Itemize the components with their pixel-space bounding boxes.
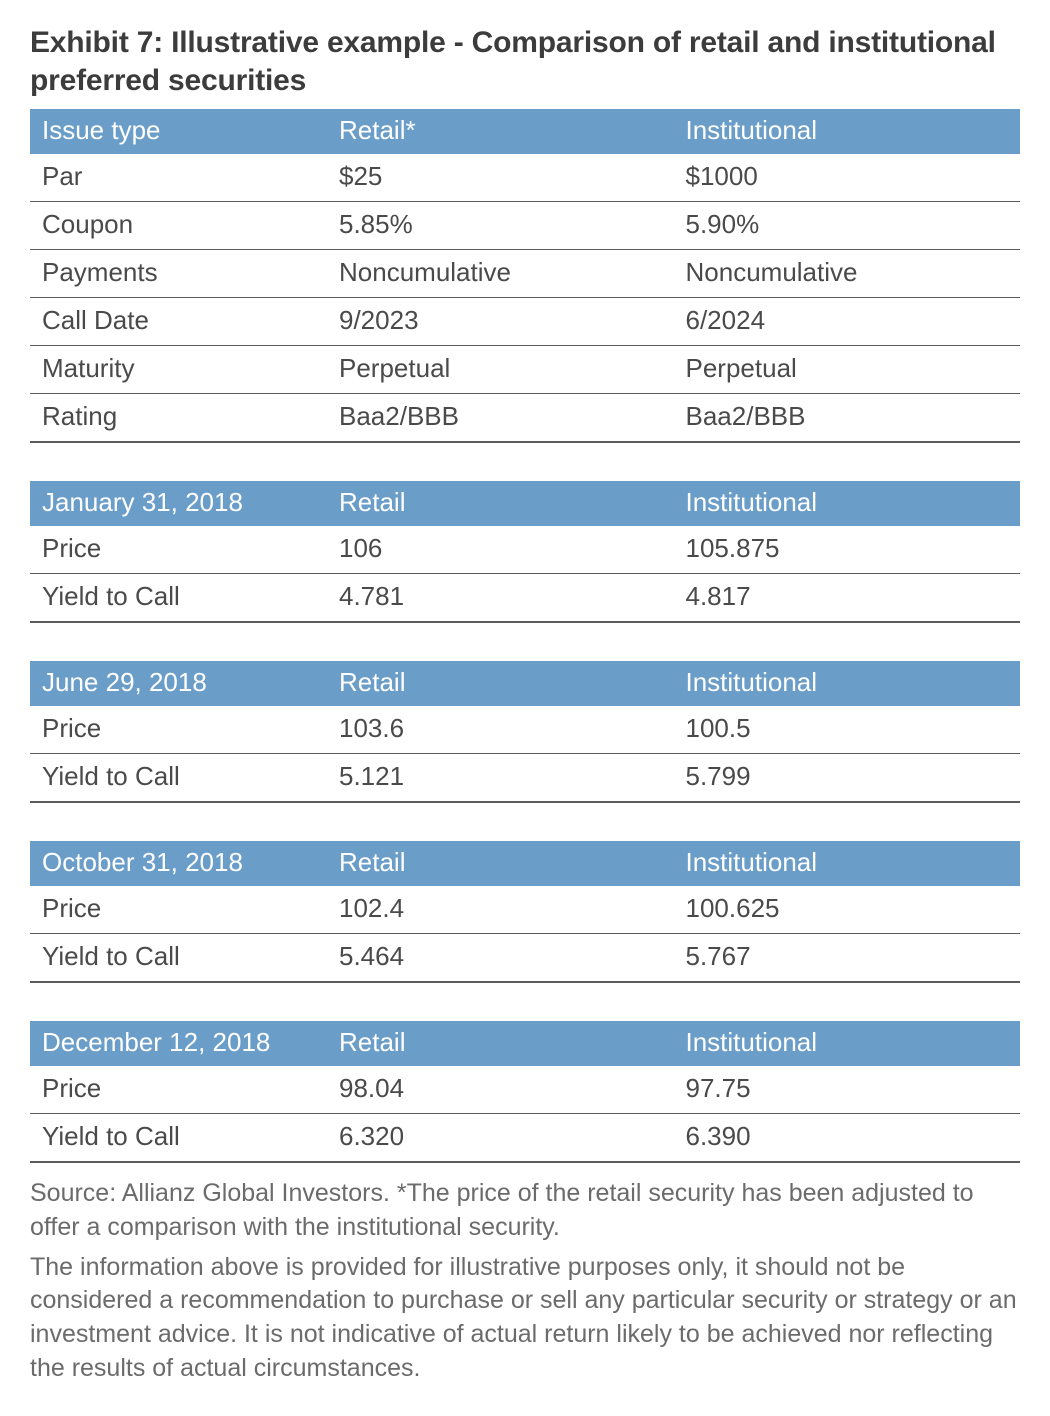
footnote-disclaimer: The information above is provided for il… <box>30 1251 1020 1386</box>
cell-value: $25 <box>327 154 674 202</box>
row-label: Price <box>30 706 327 754</box>
table-row: Price98.0497.75 <box>30 1066 1020 1114</box>
cell-value: 5.464 <box>327 934 674 983</box>
table-row: Price106105.875 <box>30 526 1020 574</box>
cell-value: 100.5 <box>674 706 1021 754</box>
cell-value: 102.4 <box>327 886 674 934</box>
column-header: Institutional <box>674 661 1021 706</box>
table-row: Yield to Call5.4645.767 <box>30 934 1020 983</box>
row-label: Coupon <box>30 202 327 250</box>
cell-value: 98.04 <box>327 1066 674 1114</box>
row-label: Price <box>30 886 327 934</box>
row-label: Call Date <box>30 298 327 346</box>
comparison-table: June 29, 2018RetailInstitutionalPrice103… <box>30 661 1020 803</box>
table-row: Yield to Call5.1215.799 <box>30 754 1020 803</box>
row-label: Par <box>30 154 327 202</box>
cell-value: 103.6 <box>327 706 674 754</box>
table-row: Price103.6100.5 <box>30 706 1020 754</box>
row-label: Price <box>30 526 327 574</box>
cell-value: 6/2024 <box>674 298 1021 346</box>
row-label: Rating <box>30 394 327 443</box>
cell-value: Noncumulative <box>674 250 1021 298</box>
table-row: Price102.4100.625 <box>30 886 1020 934</box>
cell-value: 5.767 <box>674 934 1021 983</box>
cell-value: Baa2/BBB <box>327 394 674 443</box>
table-header-row: Issue typeRetail*Institutional <box>30 109 1020 154</box>
cell-value: 5.90% <box>674 202 1021 250</box>
cell-value: 5.799 <box>674 754 1021 803</box>
cell-value: 106 <box>327 526 674 574</box>
cell-value: 6.320 <box>327 1114 674 1163</box>
table-row: RatingBaa2/BBBBaa2/BBB <box>30 394 1020 443</box>
comparison-table: January 31, 2018RetailInstitutionalPrice… <box>30 481 1020 623</box>
column-header: Retail <box>327 661 674 706</box>
cell-value: Perpetual <box>327 346 674 394</box>
column-header: Issue type <box>30 109 327 154</box>
cell-value: 6.390 <box>674 1114 1021 1163</box>
comparison-table: October 31, 2018RetailInstitutionalPrice… <box>30 841 1020 983</box>
cell-value: 105.875 <box>674 526 1021 574</box>
column-header: Institutional <box>674 481 1021 526</box>
column-header: Retail <box>327 841 674 886</box>
cell-value: Baa2/BBB <box>674 394 1021 443</box>
row-label: Yield to Call <box>30 1114 327 1163</box>
table-row: MaturityPerpetualPerpetual <box>30 346 1020 394</box>
cell-value: 9/2023 <box>327 298 674 346</box>
column-header: January 31, 2018 <box>30 481 327 526</box>
comparison-table: Issue typeRetail*InstitutionalPar$25$100… <box>30 109 1020 443</box>
cell-value: 5.121 <box>327 754 674 803</box>
column-header: Institutional <box>674 109 1021 154</box>
table-row: Coupon5.85%5.90% <box>30 202 1020 250</box>
cell-value: $1000 <box>674 154 1021 202</box>
row-label: Yield to Call <box>30 934 327 983</box>
column-header: June 29, 2018 <box>30 661 327 706</box>
cell-value: 97.75 <box>674 1066 1021 1114</box>
cell-value: 4.817 <box>674 574 1021 623</box>
table-header-row: October 31, 2018RetailInstitutional <box>30 841 1020 886</box>
row-label: Yield to Call <box>30 574 327 623</box>
table-header-row: December 12, 2018RetailInstitutional <box>30 1021 1020 1066</box>
column-header: October 31, 2018 <box>30 841 327 886</box>
row-label: Yield to Call <box>30 754 327 803</box>
table-row: Call Date9/20236/2024 <box>30 298 1020 346</box>
column-header: Retail* <box>327 109 674 154</box>
cell-value: 4.781 <box>327 574 674 623</box>
table-row: PaymentsNoncumulativeNoncumulative <box>30 250 1020 298</box>
column-header: Institutional <box>674 1021 1021 1066</box>
column-header: Institutional <box>674 841 1021 886</box>
cell-value: 100.625 <box>674 886 1021 934</box>
cell-value: Noncumulative <box>327 250 674 298</box>
table-header-row: June 29, 2018RetailInstitutional <box>30 661 1020 706</box>
tables-container: Issue typeRetail*InstitutionalPar$25$100… <box>30 109 1020 1163</box>
footnote-source: Source: Allianz Global Investors. *The p… <box>30 1177 1020 1245</box>
table-row: Yield to Call4.7814.817 <box>30 574 1020 623</box>
exhibit-page: Exhibit 7: Illustrative example - Compar… <box>0 0 1050 1416</box>
column-header: December 12, 2018 <box>30 1021 327 1066</box>
row-label: Payments <box>30 250 327 298</box>
exhibit-title: Exhibit 7: Illustrative example - Compar… <box>30 24 1020 99</box>
row-label: Maturity <box>30 346 327 394</box>
table-header-row: January 31, 2018RetailInstitutional <box>30 481 1020 526</box>
comparison-table: December 12, 2018RetailInstitutionalPric… <box>30 1021 1020 1163</box>
cell-value: 5.85% <box>327 202 674 250</box>
table-row: Par$25$1000 <box>30 154 1020 202</box>
cell-value: Perpetual <box>674 346 1021 394</box>
row-label: Price <box>30 1066 327 1114</box>
column-header: Retail <box>327 481 674 526</box>
table-row: Yield to Call6.3206.390 <box>30 1114 1020 1163</box>
column-header: Retail <box>327 1021 674 1066</box>
